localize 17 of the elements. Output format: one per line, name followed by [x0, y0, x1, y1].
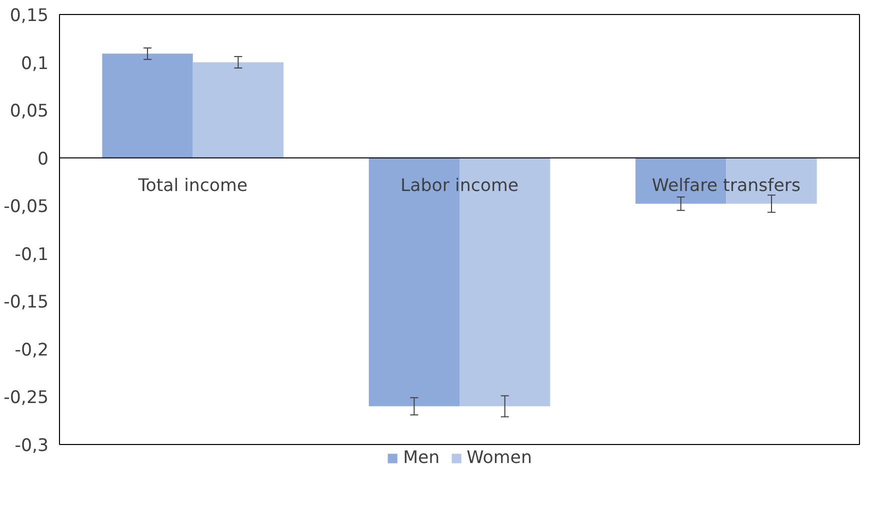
legend-label: Women	[466, 448, 532, 468]
x-tick-label: Welfare transfers	[652, 176, 801, 196]
y-tick-label: -0,15	[4, 292, 49, 313]
x-tick-label: Labor income	[400, 176, 518, 196]
bar	[102, 54, 193, 158]
legend-label: Men	[403, 448, 440, 468]
y-tick-label: 0,1	[20, 54, 49, 74]
y-tick-label: 0,05	[10, 102, 49, 122]
bar	[192, 62, 284, 158]
y-tick-label: -0,05	[4, 197, 49, 218]
y-tick-label: -0,2	[14, 340, 48, 360]
x-tick-label: Total income	[137, 176, 248, 196]
y-tick-label: 0	[37, 149, 49, 170]
y-tick-label: 0,15	[10, 6, 49, 26]
y-tick-label: -0,3	[14, 436, 48, 456]
y-tick-label: -0,25	[4, 388, 49, 408]
y-tick-label: -0,1	[14, 244, 48, 265]
